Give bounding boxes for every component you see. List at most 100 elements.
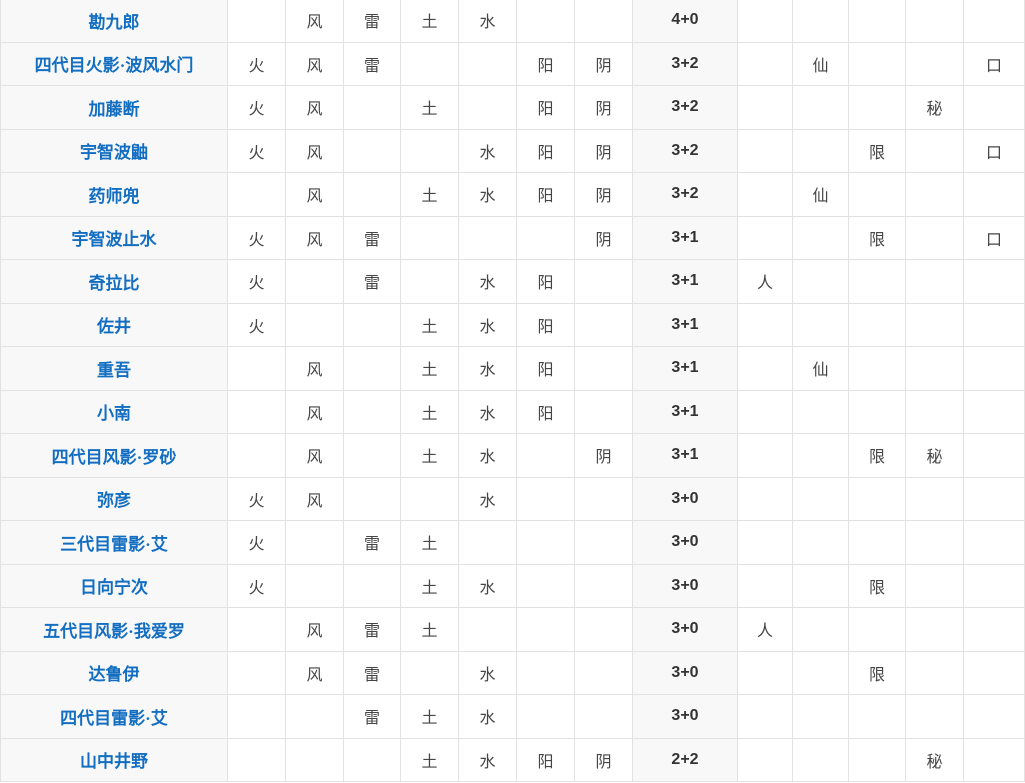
cell-lightning bbox=[343, 737, 401, 782]
cell-water: 水 bbox=[458, 433, 517, 478]
cell-water: 水 bbox=[458, 346, 517, 391]
cell-yin: 阴 bbox=[574, 85, 633, 130]
cell-wind bbox=[285, 563, 344, 608]
character-link[interactable]: 三代目雷影·艾 bbox=[60, 534, 168, 554]
cell-fire bbox=[227, 607, 286, 652]
cell-fire bbox=[227, 0, 286, 43]
cell-fire bbox=[227, 694, 286, 739]
character-name-cell: 重吾 bbox=[0, 346, 228, 391]
cell-wind: 风 bbox=[285, 476, 344, 521]
cell-yin: 阴 bbox=[574, 172, 633, 217]
cell-sage bbox=[792, 302, 849, 347]
cell-sage bbox=[792, 0, 849, 43]
character-link[interactable]: 加藤断 bbox=[88, 99, 140, 119]
cell-secret bbox=[905, 128, 964, 173]
cell-human bbox=[737, 476, 793, 521]
cell-earth bbox=[400, 128, 459, 173]
cell-yang bbox=[516, 215, 575, 260]
character-link[interactable]: 日向宁次 bbox=[80, 578, 148, 598]
table-row: 日向宁次 火 土水 3+0 限 bbox=[0, 563, 1025, 608]
cell-human bbox=[737, 389, 793, 434]
cell-total: 3+2 bbox=[632, 128, 738, 173]
cell-lightning bbox=[343, 389, 401, 434]
cell-secret bbox=[905, 694, 964, 739]
cell-water bbox=[458, 215, 517, 260]
cell-lightning bbox=[343, 476, 401, 521]
character-link[interactable]: 四代目风影·罗砂 bbox=[51, 447, 177, 467]
cell-limit bbox=[848, 302, 906, 347]
cell-yang: 阳 bbox=[516, 302, 575, 347]
cell-yang: 阳 bbox=[516, 389, 575, 434]
cell-mouth bbox=[963, 346, 1025, 391]
character-link[interactable]: 达鲁伊 bbox=[88, 665, 140, 685]
cell-yin: 阴 bbox=[574, 433, 633, 478]
character-name-cell: 勘九郎 bbox=[0, 0, 228, 43]
cell-earth: 土 bbox=[400, 302, 459, 347]
cell-water: 水 bbox=[458, 0, 517, 43]
cell-limit: 限 bbox=[848, 128, 906, 173]
character-link[interactable]: 四代目火影·波风水门 bbox=[34, 56, 194, 76]
character-name-cell: 加藤断 bbox=[0, 85, 228, 130]
cell-fire: 火 bbox=[227, 563, 286, 608]
cell-water bbox=[458, 520, 517, 565]
cell-fire: 火 bbox=[227, 259, 286, 304]
cell-earth: 土 bbox=[400, 694, 459, 739]
cell-limit bbox=[848, 346, 906, 391]
cell-mouth bbox=[963, 694, 1025, 739]
cell-mouth bbox=[963, 520, 1025, 565]
character-link[interactable]: 勘九郎 bbox=[88, 12, 140, 32]
cell-mouth bbox=[963, 85, 1025, 130]
character-link[interactable]: 四代目雷影·艾 bbox=[60, 708, 168, 728]
cell-limit bbox=[848, 389, 906, 434]
cell-lightning bbox=[343, 563, 401, 608]
character-link[interactable]: 小南 bbox=[97, 404, 131, 424]
cell-lightning bbox=[343, 433, 401, 478]
character-name-cell: 药师兜 bbox=[0, 172, 228, 217]
table-row: 达鲁伊 风雷 水 3+0 限 bbox=[0, 650, 1025, 695]
character-link[interactable]: 佐井 bbox=[97, 317, 131, 337]
cell-yin bbox=[574, 607, 633, 652]
cell-secret bbox=[905, 172, 964, 217]
character-link[interactable]: 重吾 bbox=[97, 360, 131, 380]
cell-total: 2+2 bbox=[632, 737, 738, 782]
cell-wind: 风 bbox=[285, 433, 344, 478]
character-link[interactable]: 药师兜 bbox=[88, 186, 140, 206]
cell-lightning bbox=[343, 172, 401, 217]
table-row: 五代目风影·我爱罗 风雷土 3+0 人 bbox=[0, 607, 1025, 652]
cell-mouth: 口 bbox=[963, 215, 1025, 260]
character-link[interactable]: 五代目风影·我爱罗 bbox=[43, 621, 185, 641]
cell-earth: 土 bbox=[400, 172, 459, 217]
cell-sage bbox=[792, 389, 849, 434]
cell-secret: 秘 bbox=[905, 85, 964, 130]
character-link[interactable]: 宇智波止水 bbox=[71, 230, 157, 250]
character-name-cell: 日向宁次 bbox=[0, 563, 228, 608]
character-name-cell: 达鲁伊 bbox=[0, 650, 228, 695]
character-name-cell: 宇智波止水 bbox=[0, 215, 228, 260]
cell-earth: 土 bbox=[400, 85, 459, 130]
cell-sage bbox=[792, 433, 849, 478]
cell-fire: 火 bbox=[227, 476, 286, 521]
table-row: 奇拉比 火 雷 水阳 3+1 人 bbox=[0, 259, 1025, 304]
cell-yin bbox=[574, 0, 633, 43]
character-link[interactable]: 奇拉比 bbox=[88, 273, 140, 293]
character-name-cell: 小南 bbox=[0, 389, 228, 434]
character-link[interactable]: 山中井野 bbox=[80, 752, 148, 772]
cell-lightning bbox=[343, 346, 401, 391]
character-name-cell: 宇智波鼬 bbox=[0, 128, 228, 173]
cell-total: 3+0 bbox=[632, 563, 738, 608]
cell-fire: 火 bbox=[227, 85, 286, 130]
cell-lightning bbox=[343, 128, 401, 173]
character-link[interactable]: 宇智波鼬 bbox=[80, 143, 148, 163]
character-name-cell: 五代目风影·我爱罗 bbox=[0, 607, 228, 652]
cell-yang bbox=[516, 476, 575, 521]
cell-mouth bbox=[963, 259, 1025, 304]
cell-water bbox=[458, 41, 517, 86]
cell-fire bbox=[227, 346, 286, 391]
character-link[interactable]: 弥彦 bbox=[97, 491, 131, 511]
cell-secret bbox=[905, 650, 964, 695]
cell-yin bbox=[574, 259, 633, 304]
cell-earth: 土 bbox=[400, 0, 459, 43]
cell-lightning bbox=[343, 302, 401, 347]
cell-sage: 仙 bbox=[792, 346, 849, 391]
cell-lightning: 雷 bbox=[343, 0, 401, 43]
